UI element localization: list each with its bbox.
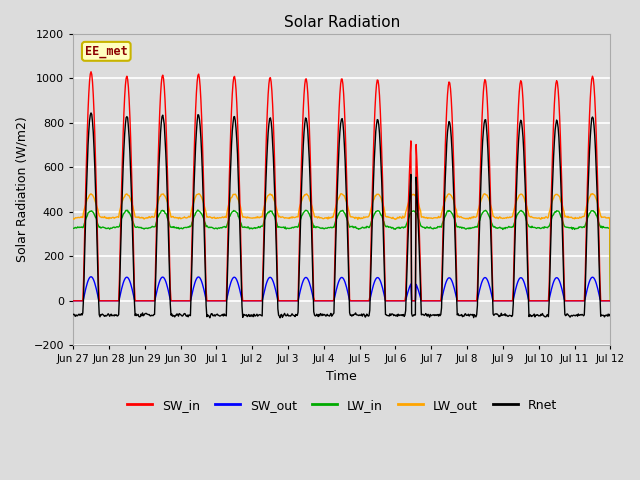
Legend: SW_in, SW_out, LW_in, LW_out, Rnet: SW_in, SW_out, LW_in, LW_out, Rnet bbox=[122, 394, 562, 417]
Y-axis label: Solar Radiation (W/m2): Solar Radiation (W/m2) bbox=[15, 117, 28, 263]
Title: Solar Radiation: Solar Radiation bbox=[284, 15, 400, 30]
X-axis label: Time: Time bbox=[326, 370, 357, 383]
Text: EE_met: EE_met bbox=[85, 45, 127, 58]
